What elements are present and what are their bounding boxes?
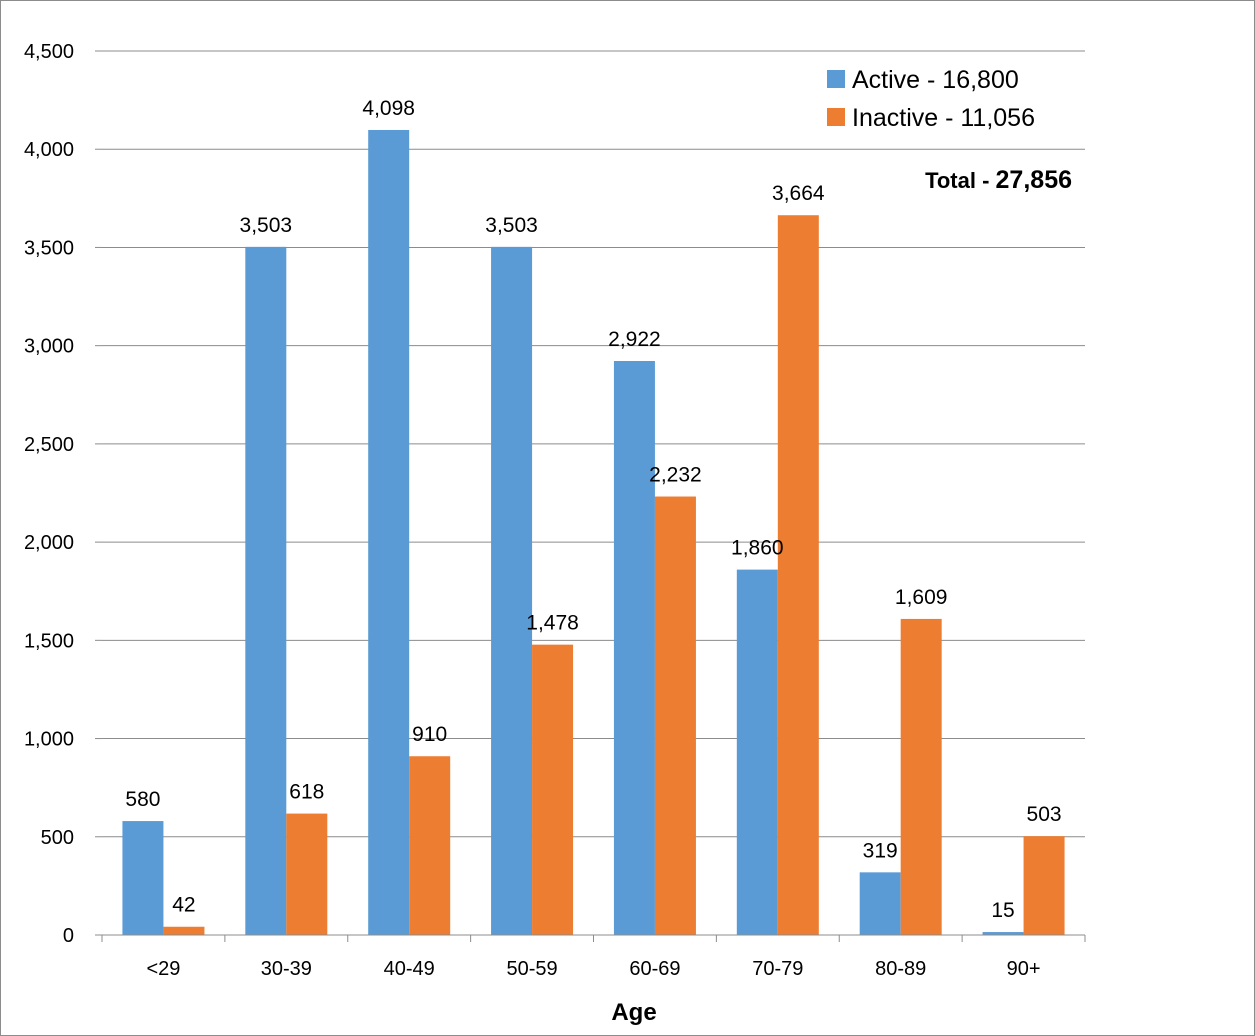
bar-active bbox=[859, 872, 901, 935]
legend: Active - 16,800 Inactive - 11,056 bbox=[827, 66, 1035, 132]
bar-active bbox=[368, 129, 410, 935]
x-tick-label: 30-39 bbox=[261, 958, 312, 980]
y-tick-label: 0 bbox=[63, 925, 74, 947]
x-axis-ticks: <29 30-39 40-49 50-59 60-69 70-79 80-89 90+ bbox=[146, 958, 1040, 980]
bar-inactive bbox=[900, 618, 942, 935]
bar-inactive bbox=[163, 926, 205, 935]
x-tick-label: 60-69 bbox=[629, 958, 680, 980]
data-label: 2,922 bbox=[608, 328, 661, 351]
bars bbox=[122, 129, 1065, 936]
data-label: 42 bbox=[172, 894, 195, 917]
y-tick-label: 1,000 bbox=[24, 729, 74, 751]
legend-label-inactive: Inactive - 11,056 bbox=[852, 104, 1035, 132]
bar-inactive bbox=[409, 756, 451, 935]
data-label: 3,503 bbox=[485, 214, 538, 237]
data-label: 503 bbox=[1027, 803, 1062, 826]
data-label: 580 bbox=[125, 788, 160, 811]
legend-label-active: Active - 16,800 bbox=[852, 66, 1019, 94]
bar-inactive bbox=[654, 496, 696, 935]
data-label: 319 bbox=[863, 839, 898, 862]
y-axis-ticks: 0 500 1,000 1,500 2,000 2,500 3,000 3,500 4,000 4… bbox=[24, 41, 102, 947]
total-prefix: Total - bbox=[925, 168, 995, 193]
data-label: 910 bbox=[412, 723, 447, 746]
bar-inactive bbox=[1023, 836, 1065, 935]
bar-active bbox=[736, 569, 778, 935]
data-label: 3,664 bbox=[772, 182, 825, 205]
bar-active bbox=[613, 360, 655, 935]
bar-active bbox=[122, 821, 164, 935]
data-label: 1,609 bbox=[895, 586, 948, 609]
x-tick-label: 80-89 bbox=[875, 958, 926, 980]
legend-swatch-active bbox=[827, 70, 845, 88]
x-axis-title: Age bbox=[611, 999, 656, 1026]
data-label: 2,232 bbox=[649, 464, 702, 487]
y-tick-label: 2,500 bbox=[24, 434, 74, 456]
y-tick-label: 3,000 bbox=[24, 336, 74, 358]
bar-inactive bbox=[286, 813, 328, 935]
legend-swatch-inactive bbox=[827, 108, 845, 126]
data-label: 1,478 bbox=[526, 612, 579, 635]
y-tick-label: 1,500 bbox=[24, 630, 74, 652]
x-tick-label: 90+ bbox=[1007, 958, 1041, 980]
data-label: 4,098 bbox=[362, 97, 415, 120]
bar-active bbox=[245, 246, 287, 936]
bar-inactive bbox=[777, 215, 819, 936]
bar-active bbox=[491, 246, 533, 936]
x-tick-label: 40-49 bbox=[384, 958, 435, 980]
total-value: 27,856 bbox=[996, 166, 1072, 194]
data-labels: 580 3,503 4,098 3,503 2,922 1,860 319 15 42 618 91… bbox=[125, 97, 1061, 922]
y-tick-label: 500 bbox=[41, 827, 74, 849]
data-label: 3,503 bbox=[240, 214, 293, 237]
x-tick-label: 70-79 bbox=[752, 958, 803, 980]
bar-active bbox=[982, 932, 1024, 935]
x-tick-label: 50-59 bbox=[506, 958, 557, 980]
data-label: 15 bbox=[991, 899, 1014, 922]
y-tick-label: 2,000 bbox=[24, 532, 74, 554]
bar-inactive bbox=[532, 644, 574, 935]
total-annotation: Total - 27,856 bbox=[925, 166, 1072, 194]
data-label: 618 bbox=[289, 781, 324, 804]
data-label: 1,860 bbox=[731, 537, 784, 560]
y-tick-label: 3,500 bbox=[24, 237, 74, 259]
y-tick-label: 4,500 bbox=[24, 41, 74, 63]
x-tick-label: <29 bbox=[146, 958, 180, 980]
x-axis bbox=[101, 934, 1086, 942]
y-tick-label: 4,000 bbox=[24, 139, 74, 161]
